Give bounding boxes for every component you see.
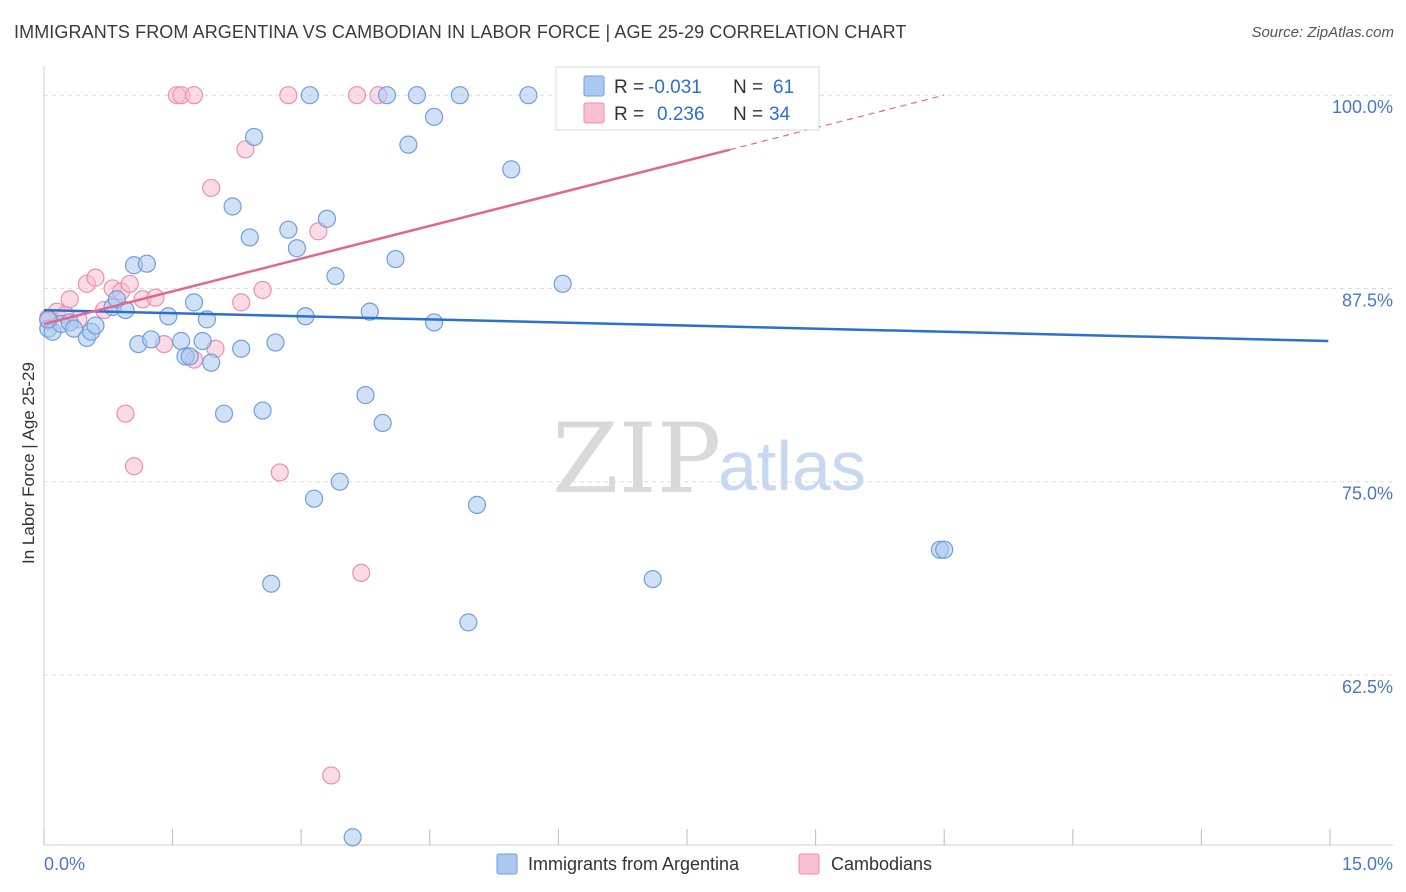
- argentina-point: [459, 613, 478, 632]
- cambodians-trend-extension: [729, 94, 945, 151]
- argentina-point: [399, 135, 418, 154]
- cambodians-point: [202, 178, 221, 198]
- argentina-point: [502, 160, 521, 179]
- argentina-point: [356, 386, 375, 405]
- y-tick-label: 87.5%: [1342, 290, 1393, 310]
- legend-swatch-cambodians: [583, 102, 605, 124]
- legend-n-value-2: 34: [769, 104, 791, 125]
- cambodians-point: [232, 293, 251, 312]
- argentina-point: [240, 228, 259, 247]
- argentina-point: [116, 300, 135, 320]
- argentina-point: [253, 401, 272, 420]
- argentina-point: [643, 569, 662, 589]
- argentina-point: [373, 413, 392, 433]
- cambodians-trend-line: [43, 148, 731, 326]
- argentina-point: [180, 347, 199, 366]
- watermark: ZIP atlas: [552, 403, 866, 515]
- cambodians-point: [184, 86, 204, 105]
- argentina-point: [343, 828, 362, 847]
- argentina-point: [450, 86, 469, 105]
- argentina-point: [424, 107, 444, 126]
- bottom-legend-swatch-cambodians: [798, 853, 820, 875]
- watermark-zip: ZIP: [552, 403, 721, 515]
- argentina-point: [39, 310, 58, 329]
- trend-lines: [43, 94, 1329, 343]
- axes: [43, 66, 1393, 846]
- y-tick-label: 62.5%: [1342, 677, 1393, 697]
- argentina-point: [172, 331, 191, 351]
- cambodians-point: [347, 86, 367, 105]
- argentina-point: [326, 266, 345, 286]
- argentina-point: [244, 127, 264, 147]
- legend-n-label-1: N =: [733, 77, 763, 98]
- argentina-point: [424, 313, 444, 332]
- argentina-point: [279, 220, 298, 239]
- argentina-point: [553, 274, 572, 293]
- argentina-point: [287, 239, 307, 258]
- cambodians-point: [86, 268, 105, 287]
- y-tick-label: 75.0%: [1342, 484, 1393, 504]
- cambodians-point: [60, 290, 79, 309]
- argentina-point: [223, 197, 242, 216]
- legend-r-label-1: R =: [614, 77, 644, 98]
- legend-r-label-2: R =: [614, 104, 644, 125]
- argentina-point: [159, 307, 178, 326]
- chart-title: IMMIGRANTS FROM ARGENTINA VS CAMBODIAN I…: [14, 22, 907, 42]
- argentina-point: [214, 404, 234, 423]
- argentina-point: [360, 302, 379, 321]
- cambodians-point: [322, 766, 341, 785]
- argentina-point: [317, 209, 337, 228]
- argentina-point: [137, 254, 156, 273]
- argentina-point: [142, 330, 161, 349]
- argentina-point: [184, 293, 204, 312]
- gridlines: [44, 94, 1393, 676]
- cambodians-point: [309, 222, 328, 241]
- argentina-point: [300, 86, 319, 105]
- cambodians-point: [124, 457, 144, 476]
- argentina-point: [202, 353, 221, 372]
- argentina-point: [64, 319, 84, 338]
- argentina-point: [467, 495, 487, 514]
- cambodians-point: [116, 404, 135, 423]
- x-tick-labels: 0.0% 15.0%: [44, 854, 1393, 874]
- bottom-legend-label-cambodians: Cambodians: [831, 854, 932, 874]
- cambodians-point: [279, 86, 298, 105]
- bottom-legend-label-argentina: Immigrants from Argentina: [528, 854, 740, 874]
- argentina-point: [377, 86, 397, 105]
- argentina-point: [519, 86, 538, 105]
- argentina-point: [266, 333, 285, 352]
- argentina-point: [386, 249, 405, 269]
- bottom-legend-swatch-argentina: [496, 853, 518, 875]
- argentina-point: [86, 316, 105, 335]
- correlation-legend: R = -0.031 N = 61 R = 0.236 N = 34: [555, 66, 820, 131]
- argentina-point: [407, 86, 427, 105]
- argentina-point: [304, 489, 324, 508]
- argentina-points: [39, 86, 954, 847]
- legend-n-label-2: N =: [733, 104, 763, 125]
- y-axis-title: In Labor Force | Age 25-29: [19, 362, 38, 564]
- legend-r-value-1: -0.031: [648, 77, 702, 98]
- cambodians-point: [120, 274, 139, 293]
- x-tick-label-max: 15.0%: [1342, 854, 1393, 874]
- series-legend: Immigrants from Argentina Cambodians: [496, 853, 932, 875]
- y-tick-label: 100.0%: [1332, 97, 1393, 117]
- argentina-point: [935, 540, 954, 559]
- legend-r-value-2: 0.236: [657, 104, 705, 125]
- cambodians-point: [352, 563, 371, 583]
- cambodians-point: [253, 280, 272, 300]
- legend-swatch-argentina: [583, 75, 605, 97]
- y-tick-labels: 62.5% 75.0% 87.5% 100.0%: [1332, 97, 1393, 697]
- argentina-point: [232, 339, 251, 358]
- argentina-point: [193, 331, 212, 351]
- source-label: Source: ZipAtlas.com: [1251, 24, 1394, 41]
- x-tick-label-min: 0.0%: [44, 854, 85, 874]
- argentina-trend-line: [43, 308, 1329, 343]
- watermark-atlas: atlas: [718, 427, 866, 505]
- cambodians-point: [270, 463, 289, 482]
- cambodians-point: [236, 140, 255, 159]
- argentina-point: [330, 472, 349, 491]
- argentina-point: [262, 574, 281, 593]
- legend-n-value-1: 61: [773, 77, 794, 98]
